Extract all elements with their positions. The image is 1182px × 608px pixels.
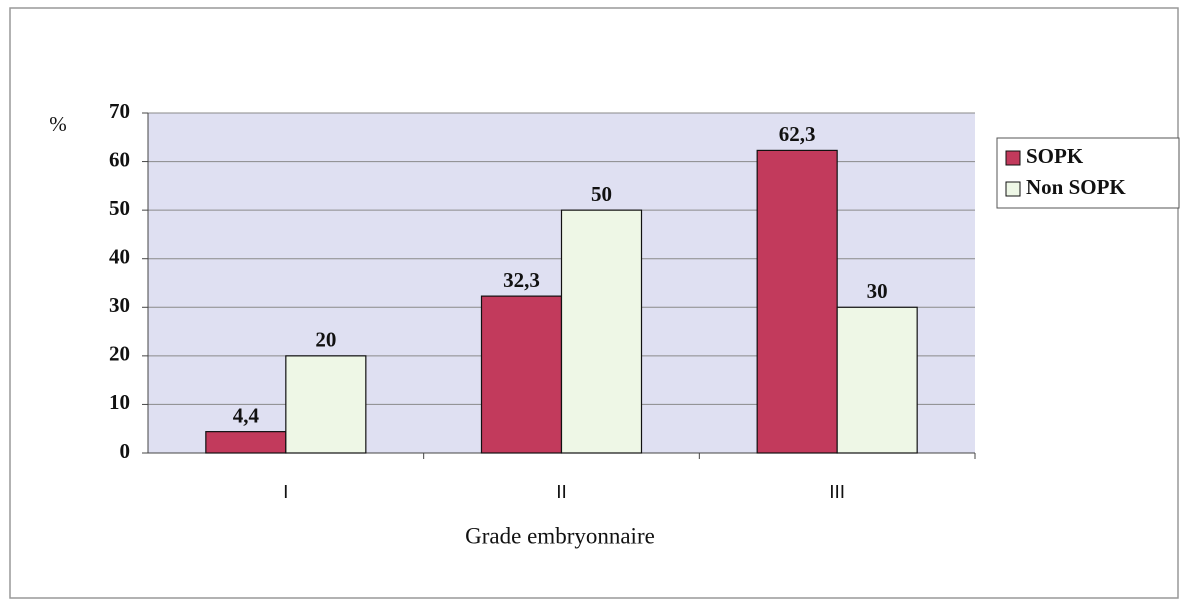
x-tick-label: II <box>556 482 567 503</box>
y-tick-label: 0 <box>120 439 131 463</box>
legend-label: SOPK <box>1026 144 1084 168</box>
x-axis-label: Grade embryonnaire <box>465 523 655 548</box>
data-label: 62,3 <box>779 122 816 146</box>
y-tick-label: 10 <box>109 390 130 414</box>
data-label: 20 <box>315 328 336 352</box>
bar <box>756 149 838 454</box>
data-label: 30 <box>867 279 888 303</box>
bar <box>285 355 367 454</box>
bar <box>560 209 643 454</box>
bar <box>480 295 563 454</box>
bar <box>205 431 287 454</box>
legend-swatch <box>1005 150 1021 166</box>
data-label: 50 <box>591 182 612 206</box>
y-tick-label: 20 <box>109 342 130 366</box>
y-tick-label: 70 <box>109 99 130 123</box>
y-tick-label: 50 <box>109 196 130 220</box>
data-label: 4,4 <box>233 403 260 427</box>
bar <box>836 306 918 454</box>
x-tick-label: III <box>829 482 845 503</box>
legend-swatch <box>1005 181 1021 197</box>
y-tick-label: 40 <box>109 245 130 269</box>
legend-box <box>996 137 1180 209</box>
y-axis-label: % <box>49 112 67 136</box>
y-tick-label: 60 <box>109 147 130 171</box>
y-tick-label: 30 <box>109 293 130 317</box>
x-tick-label: I <box>283 482 288 503</box>
data-label: 32,3 <box>503 268 540 292</box>
legend-label: Non SOPK <box>1026 175 1126 199</box>
